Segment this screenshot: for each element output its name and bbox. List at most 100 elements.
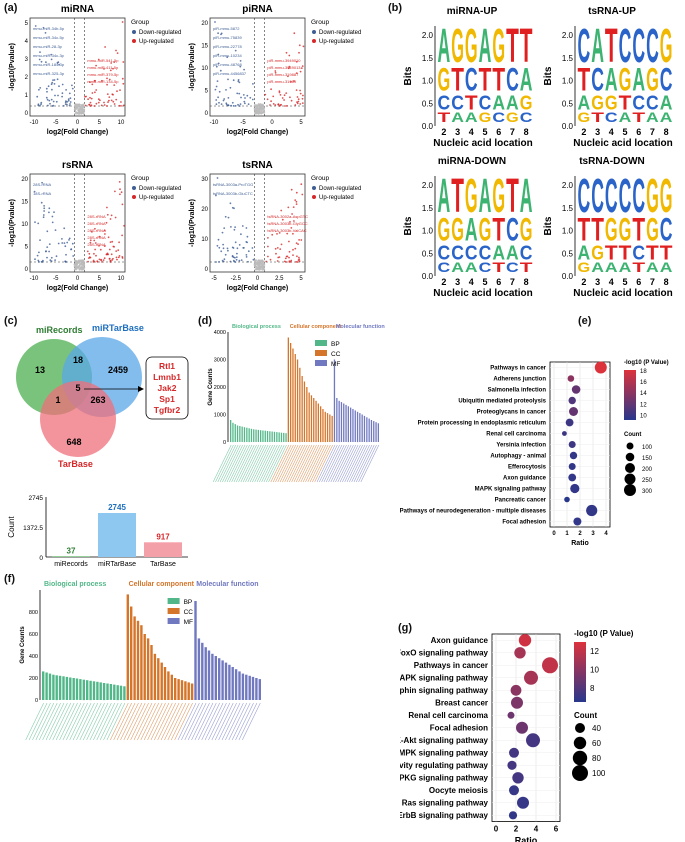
logo-letter: A [506,91,519,114]
bubble-point [508,811,518,820]
go-term-label-line [217,444,237,483]
go-bar [370,420,373,442]
go-term-label-line [235,702,254,741]
bar-y-tick: 2745 [29,495,44,502]
bubble-colorbar-tick: 18 [640,369,647,375]
go-bar [99,682,102,700]
logo-letter: A [660,259,673,275]
logo-x-tick: 2 [581,277,586,287]
volcano-point [81,263,83,266]
volcano-point [254,106,257,108]
volcano-point [283,99,285,101]
go-bar [266,431,269,442]
y-tick-label: 10 [201,237,208,243]
bubble-color-legend-title: -log10 (P Value) [624,360,669,366]
go-bar [62,676,65,700]
logo-letter: T [438,109,452,125]
volcano-point [49,259,52,262]
volcano-point [292,248,294,251]
volcano-point [299,70,302,73]
x-tick-label: 5 [98,120,102,126]
logo-x-tick: 4 [609,127,614,137]
volcano-point [246,94,249,97]
volcano-point [229,86,232,89]
volcano-point [106,206,108,209]
volcano-point [121,203,124,206]
volcano-point [286,105,288,107]
volcano-point [61,92,64,95]
logo-y-tick: 2.0 [422,31,434,40]
volcano-point [48,207,51,210]
bubble-x-tick: 4 [604,531,608,537]
logo-letter: A [492,91,505,114]
go-term-label-line [238,702,258,741]
go-y-tick: 3000 [214,358,226,364]
volcano-point [96,260,99,263]
go-bar [322,409,324,442]
go-term-label-line [344,444,363,483]
bubble-term-label: CGMP-PKG signaling pathway [400,773,489,782]
volcano-point [115,49,117,52]
volcano-point [106,252,109,255]
logo-letter: T [605,19,618,73]
go-term-label-line [72,702,92,741]
volcano-point [95,89,98,91]
volcano-point [88,256,91,258]
logo-letter: T [578,63,591,98]
volcano-point [286,255,289,258]
volcano-point [295,72,298,74]
volcano-point [111,240,114,243]
logo-x-tick: 8 [524,127,529,137]
volcano-point [81,103,84,106]
volcano-point [53,211,55,214]
volcano-plots: miRNA-10 -5 0 5 10012345mmu-miR-34b-5pmmu-mi… [9,4,361,292]
bubble-size-legend-dot [572,750,588,766]
logo-letter: A [451,259,464,275]
legend-up-label: Up-regulated [139,39,174,45]
count-bar [52,556,90,557]
bubble-colorbar-tick: 12 [640,402,647,408]
go-bar [278,432,280,442]
volcano-point [242,94,245,96]
go-term-label-line [307,444,327,483]
volcano-point [82,267,85,269]
volcano-point [55,100,58,103]
volcano-point [106,93,109,95]
go-bar [241,673,245,700]
volcano-point [218,90,221,93]
go-term-label-line [28,702,48,741]
go-bar [170,674,173,700]
volcano-point [71,87,74,90]
logo-x-tick: 5 [482,127,487,137]
bar-category-label: miRecords [54,561,88,568]
legend-down-label: Down-regulated [139,186,181,192]
go-bar [283,432,285,442]
go-term-label-line [238,444,257,483]
bubble-term-label: Breast cancer [435,698,488,707]
go-bar [271,431,273,442]
logo-letter: A [632,63,645,98]
go-legend-label: CC [184,609,194,616]
volcano-point [298,260,301,263]
go-term-label-line [351,444,370,483]
bubble-x-tick: 2 [578,531,582,537]
go-term-label-line [154,702,173,741]
go-term-label-line [245,444,264,483]
volcano-tsRNA: tsRNA -5 -2.5 0 2.5 5 0 10 20 30 tsRNA-3003a-ProTG… [189,160,361,292]
volcano-point [222,243,225,246]
volcano-point [75,262,78,265]
volcano-point [237,103,239,106]
down-gene-label: 18S-rRNA [33,191,52,196]
volcano-point [256,106,259,108]
volcano-point [54,94,56,97]
volcano-point [100,259,103,262]
go-bar [197,638,201,700]
volcano-point [238,105,241,107]
volcano-point [82,109,85,112]
go-bar [201,642,204,700]
down-gene-label: mmu-miR-184-3p [33,62,65,67]
logo-letter: C [632,169,645,223]
volcano-point [89,81,91,83]
logo-letter: G [578,109,591,125]
volcano-point [45,61,47,64]
